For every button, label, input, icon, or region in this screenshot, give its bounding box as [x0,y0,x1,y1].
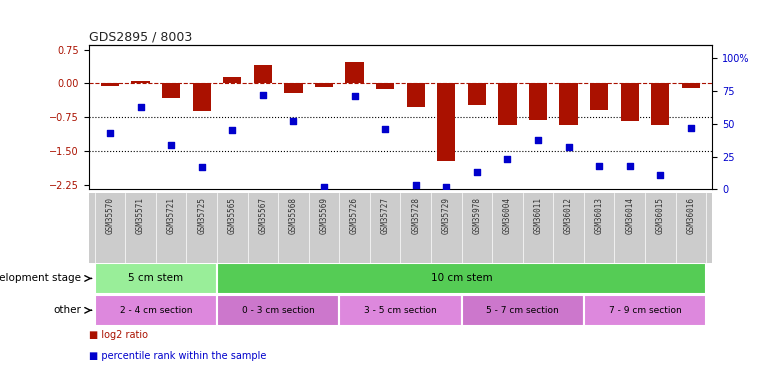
Point [165,142,177,148]
Bar [284,83,303,93]
Point [654,172,667,178]
Bar [621,83,639,121]
Bar [132,81,149,83]
Bar [461,295,584,326]
Bar [253,65,272,83]
Point [593,163,605,169]
Point [501,156,514,162]
Text: GSM35571: GSM35571 [136,196,145,234]
Text: GSM35569: GSM35569 [320,196,329,234]
Text: 7 - 9 cm section: 7 - 9 cm section [608,306,681,315]
Bar [584,295,706,326]
Text: development stage: development stage [0,273,81,284]
Text: 2 - 4 cm section: 2 - 4 cm section [119,306,192,315]
Point [624,163,636,169]
Text: ■ log2 ratio: ■ log2 ratio [89,330,148,340]
Text: GSM35726: GSM35726 [350,196,359,234]
Point [287,118,300,124]
Text: GSM35978: GSM35978 [472,196,481,234]
Text: 0 - 3 cm section: 0 - 3 cm section [242,306,314,315]
Point [440,184,453,190]
Point [104,130,116,136]
Text: GSM35565: GSM35565 [228,196,236,234]
Bar [467,83,486,105]
Bar [217,263,706,294]
Text: 3 - 5 cm section: 3 - 5 cm section [364,306,437,315]
Text: GSM36004: GSM36004 [503,196,512,234]
Text: ■ percentile rank within the sample: ■ percentile rank within the sample [89,351,266,361]
Bar [651,83,669,125]
Bar [590,83,608,110]
Point [134,104,146,110]
Point [410,182,422,188]
Bar [101,83,119,86]
Point [318,184,330,190]
Text: GSM35728: GSM35728 [411,196,420,234]
Bar [315,83,333,87]
Text: GSM35568: GSM35568 [289,196,298,234]
Point [256,92,269,98]
Bar [376,83,394,89]
Bar [95,263,217,294]
Bar [529,83,547,120]
Bar [340,295,461,326]
Text: GSM35721: GSM35721 [166,196,176,234]
Text: GSM36015: GSM36015 [656,196,665,234]
Bar [346,62,363,83]
Bar [407,83,425,107]
Point [532,136,544,142]
Point [685,124,697,130]
Bar [559,83,578,125]
Bar [192,83,211,111]
Text: 5 - 7 cm section: 5 - 7 cm section [487,306,559,315]
Text: GSM35725: GSM35725 [197,196,206,234]
Text: GSM35570: GSM35570 [105,196,115,234]
Text: 10 cm stem: 10 cm stem [430,273,492,284]
Bar [89,193,712,262]
Text: GSM36016: GSM36016 [686,196,695,234]
Point [196,164,208,170]
Text: GSM36012: GSM36012 [564,196,573,234]
Bar [95,295,217,326]
Bar [498,83,517,125]
Point [348,93,360,99]
Text: 5 cm stem: 5 cm stem [129,273,183,284]
Text: GSM35567: GSM35567 [258,196,267,234]
Point [470,169,483,175]
Bar [681,83,700,88]
Text: GSM36013: GSM36013 [594,196,604,234]
Bar [223,78,242,83]
Text: GSM35729: GSM35729 [442,196,450,234]
Text: GSM36011: GSM36011 [534,196,543,234]
Point [379,126,391,132]
Bar [437,83,455,161]
Bar [162,83,180,98]
Point [562,144,574,150]
Text: GSM36014: GSM36014 [625,196,634,234]
Point [226,127,239,133]
Text: GSM35727: GSM35727 [380,196,390,234]
Text: other: other [53,305,81,315]
Bar [217,295,340,326]
Text: GDS2895 / 8003: GDS2895 / 8003 [89,31,192,44]
